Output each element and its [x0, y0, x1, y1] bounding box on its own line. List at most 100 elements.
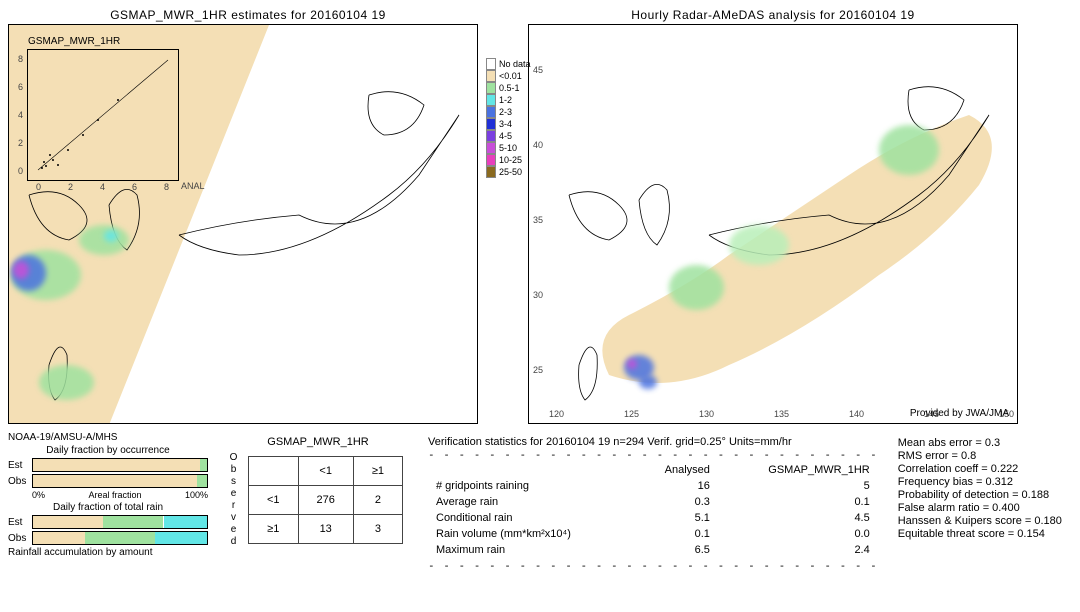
bar-segment [33, 516, 103, 528]
occurrence-obs-row: Obs [8, 474, 208, 488]
legend-swatch [486, 154, 496, 166]
bar-segment [85, 532, 155, 544]
verif-val-analysed: 6.5 [636, 543, 716, 557]
dash-line-2: - - - - - - - - - - - - - - - - - - - - … [428, 559, 878, 572]
ct-cell: 276 [298, 486, 353, 515]
inset-ytick: 2 [18, 138, 23, 148]
inset-scatter-box: GSMAP_MWR_1HR 86420 02468 [27, 49, 179, 181]
est-label: Est [8, 460, 32, 471]
verif-col-model: GSMAP_MWR_1HR [718, 463, 876, 477]
legend-label: 25-50 [499, 167, 522, 177]
right-map-svg [529, 25, 1018, 424]
verif-val-analysed: 0.3 [636, 495, 716, 509]
inset-xtick: 6 [132, 182, 137, 192]
verification-header: Verification statistics for 20160104 19 … [428, 436, 878, 448]
verif-row-label: Maximum rain [430, 543, 634, 557]
contingency-panel: GSMAP_MWR_1HR Observed <1≥1<12762≥1133 [228, 436, 408, 548]
bar-segment [103, 516, 164, 528]
precip-blob [79, 225, 129, 255]
legend-label: No data [499, 59, 531, 69]
verif-row-label: Rain volume (mm*km²x10⁴) [430, 527, 634, 541]
precip-blob [879, 125, 939, 175]
verif-val-analysed: 16 [636, 479, 716, 493]
legend-label: 1-2 [499, 95, 512, 105]
lat-tick: 40 [533, 140, 543, 150]
occurrence-est-row: Est [8, 458, 208, 472]
occurrence-obs-bar [32, 474, 208, 488]
occurrence-axis: 0% Areal fraction 100% [8, 490, 208, 500]
bar-segment [33, 459, 200, 471]
accum-title: Rainfall accumulation by amount [8, 547, 208, 558]
precip-blob [13, 261, 29, 279]
lon-tick: 140 [849, 409, 864, 419]
precip-blob [669, 265, 724, 310]
legend-swatch [486, 70, 496, 82]
satellite-source-label: NOAA-19/AMSU-A/MHS [8, 432, 208, 443]
lon-tick: 130 [699, 409, 714, 419]
verif-val-model: 2.4 [718, 543, 876, 557]
legend-label: <0.01 [499, 71, 522, 81]
map-row: GSMAP_MWR_1HR estimates for 20160104 19 … [8, 8, 1072, 424]
left-map-canvas: GSMAP_MWR_1HR 86420 02468 ANAL [8, 24, 478, 424]
contingency-side-label: Observed [228, 452, 239, 548]
verif-val-model: 0.0 [718, 527, 876, 541]
legend-swatch [486, 142, 496, 154]
precip-blob [639, 375, 657, 389]
scores-panel: Mean abs error = 0.3RMS error = 0.8Corre… [898, 436, 1072, 541]
ct-row-header: ≥1 [248, 515, 298, 544]
legend-label: 10-25 [499, 155, 522, 165]
totalrain-title: Daily fraction of total rain [8, 502, 208, 513]
verif-val-model: 0.1 [718, 495, 876, 509]
inset-svg [28, 50, 178, 180]
lat-tick: 30 [533, 290, 543, 300]
precip-blob [39, 365, 94, 400]
lon-tick: 125 [624, 409, 639, 419]
lat-tick: 45 [533, 65, 543, 75]
axis-min: 0% [32, 490, 45, 500]
score-row: Mean abs error = 0.3 [898, 437, 1072, 449]
score-row: Frequency bias = 0.312 [898, 476, 1072, 488]
totalrain-est-row: Est [8, 515, 208, 529]
contingency-table: <1≥1<12762≥1133 [248, 456, 403, 544]
verif-val-analysed: 0.1 [636, 527, 716, 541]
legend-swatch [486, 130, 496, 142]
occurrence-est-bar [32, 458, 208, 472]
score-row: Hanssen & Kuipers score = 0.180 [898, 515, 1072, 527]
legend-swatch [486, 166, 496, 178]
inset-title: GSMAP_MWR_1HR [28, 36, 120, 47]
ct-cell: 2 [353, 486, 402, 515]
legend-swatch [486, 94, 496, 106]
lon-tick: 135 [774, 409, 789, 419]
inset-xtick: 2 [68, 182, 73, 192]
ct-row-header: <1 [248, 486, 298, 515]
lat-tick: 25 [533, 365, 543, 375]
fractions-panel: NOAA-19/AMSU-A/MHS Daily fraction by occ… [8, 436, 208, 560]
score-row: False alarm ratio = 0.400 [898, 502, 1072, 514]
obs-label: Obs [8, 476, 32, 487]
left-map-title: GSMAP_MWR_1HR estimates for 20160104 19 [8, 8, 488, 22]
right-map-panel: Hourly Radar-AMeDAS analysis for 2016010… [528, 8, 1018, 424]
inset-xtick: 0 [36, 182, 41, 192]
legend-label: 2-3 [499, 107, 512, 117]
bar-segment [33, 475, 197, 487]
legend-swatch [486, 82, 496, 94]
inset-ytick: 0 [18, 166, 23, 176]
ct-col-header: ≥1 [353, 457, 402, 486]
legend-label: 0.5-1 [499, 83, 520, 93]
legend-label: 5-10 [499, 143, 517, 153]
verif-val-model: 4.5 [718, 511, 876, 525]
verif-row-label: Conditional rain [430, 511, 634, 525]
legend-swatch [486, 118, 496, 130]
lat-tick: 35 [533, 215, 543, 225]
legend-label: 4-5 [499, 131, 512, 141]
axis-label: Areal fraction [88, 490, 141, 500]
legend-swatch [486, 58, 496, 70]
ct-cell: 3 [353, 515, 402, 544]
verif-row-label: # gridpoints raining [430, 479, 634, 493]
contingency-title: GSMAP_MWR_1HR [228, 436, 408, 448]
score-row: Correlation coeff = 0.222 [898, 463, 1072, 475]
verification-table: AnalysedGSMAP_MWR_1HR# gridpoints rainin… [428, 461, 878, 559]
bar-segment [155, 532, 207, 544]
legend-swatch [486, 106, 496, 118]
inset-xtick: 8 [164, 182, 169, 192]
